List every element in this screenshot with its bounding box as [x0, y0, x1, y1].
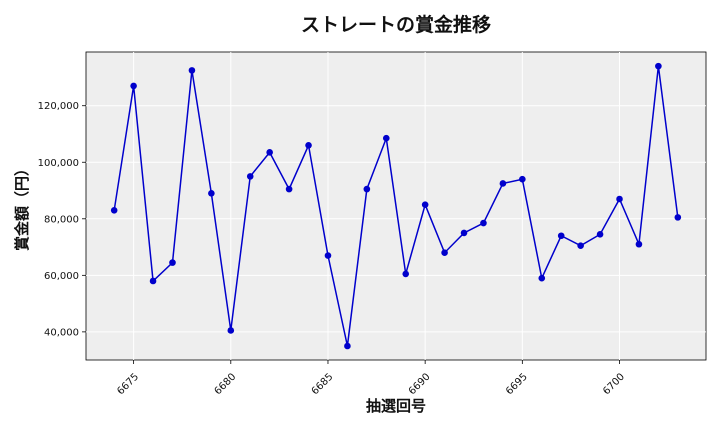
data-point [169, 259, 176, 266]
data-point [149, 277, 157, 285]
x-axis-label: 抽選回号 [366, 397, 426, 415]
data-point [382, 134, 390, 142]
data-point [188, 67, 196, 74]
data-point [208, 190, 215, 197]
data-point [421, 201, 429, 208]
data-point [577, 242, 584, 249]
data-point [227, 327, 235, 334]
series-line [113, 66, 679, 347]
x-axis-ticks: 6675 6680 6685 6690 6695 6700 [115, 360, 627, 397]
data-point [499, 180, 507, 187]
data-point [344, 342, 351, 350]
x-tick-label: 6690 [407, 371, 433, 397]
data-point [557, 232, 565, 240]
data-point [441, 249, 448, 257]
y-axis-ticks: 40,000 60,000 80,000 100,000 120,000 [38, 101, 86, 338]
data-point [616, 195, 623, 203]
data-point [538, 274, 546, 282]
y-tick-label: 120,000 [38, 101, 79, 112]
x-tick-label: 6695 [504, 371, 530, 397]
data-point [305, 141, 312, 149]
data-point [266, 149, 273, 156]
grid [86, 52, 706, 360]
y-axis-label: 賞金額（円） [13, 161, 31, 251]
data-point [519, 175, 526, 183]
x-tick-label: 6680 [213, 371, 239, 397]
data-point [480, 219, 487, 227]
data-point [674, 214, 682, 221]
data-point [635, 240, 643, 248]
chart-title: ストレートの賞金推移 [301, 13, 491, 36]
x-tick-label: 6685 [310, 371, 336, 397]
data-point [596, 231, 604, 238]
data-point [655, 62, 662, 70]
y-tick-label: 100,000 [38, 158, 79, 169]
series [110, 62, 682, 350]
x-tick-label: 6675 [115, 371, 141, 397]
data-point [363, 185, 371, 193]
data-point [285, 185, 293, 193]
data-point [324, 252, 332, 259]
y-tick-label: 60,000 [44, 271, 79, 282]
x-tick-label: 6700 [601, 371, 627, 397]
y-tick-label: 40,000 [44, 327, 79, 338]
y-tick-label: 80,000 [44, 214, 79, 225]
data-point [246, 173, 254, 180]
data-point [110, 207, 118, 214]
data-point [402, 270, 410, 278]
data-point [130, 82, 137, 90]
data-point [460, 229, 468, 237]
